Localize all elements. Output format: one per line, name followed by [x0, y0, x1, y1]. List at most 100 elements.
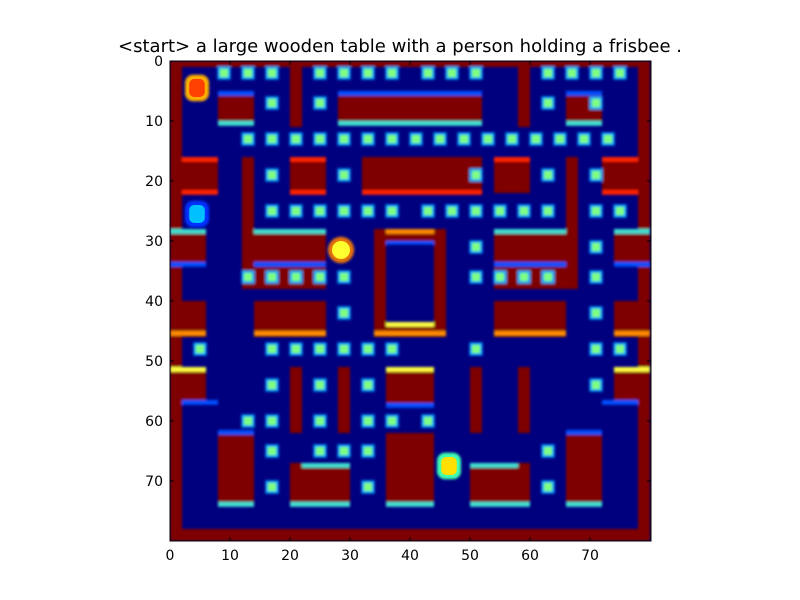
maze-wall — [182, 529, 638, 541]
pellet — [471, 68, 481, 78]
pellet — [519, 206, 529, 216]
pellet — [483, 134, 493, 144]
wall-edge — [170, 262, 206, 267]
maze-wall — [614, 367, 650, 403]
pellet — [579, 134, 589, 144]
wall-edge — [362, 190, 482, 195]
wall-edge — [386, 229, 434, 234]
y-tick-label: 10 — [145, 114, 163, 130]
pellet — [339, 308, 349, 318]
pellet — [423, 416, 433, 426]
pellet — [267, 446, 277, 456]
pellet — [315, 380, 325, 390]
pellet — [291, 344, 301, 354]
wall-edge — [494, 331, 566, 336]
wall-edge — [218, 430, 254, 435]
wall-edge — [566, 502, 602, 507]
y-axis: 0 10 20 30 40 50 60 70 — [145, 54, 651, 490]
wall-edge — [302, 463, 350, 468]
wall-edge — [386, 403, 434, 408]
pellet — [591, 272, 601, 282]
pellet — [291, 206, 301, 216]
wall-edge — [182, 400, 218, 405]
figure-title: <start> a large wooden table with a pers… — [118, 36, 682, 57]
pellet — [291, 134, 301, 144]
pellet — [339, 68, 349, 78]
maze-wall — [362, 157, 482, 193]
pellet — [243, 272, 253, 282]
pellet — [435, 134, 445, 144]
wall-edge — [218, 502, 254, 507]
wall-edge — [602, 400, 638, 405]
wall-edge — [470, 502, 530, 507]
pellet — [495, 272, 505, 282]
pellet — [267, 272, 277, 282]
maze-wall — [290, 61, 302, 127]
y-tick-label: 30 — [145, 234, 163, 250]
pellet — [423, 206, 433, 216]
wall-edge — [386, 322, 434, 327]
pellet — [591, 242, 601, 252]
pellet — [591, 380, 601, 390]
pellet — [267, 134, 277, 144]
maze-wall — [242, 157, 254, 289]
x-tick-label: 60 — [521, 548, 539, 564]
wall-edge — [170, 229, 206, 234]
maze-wall — [338, 91, 482, 121]
pellet — [363, 446, 373, 456]
y-tick-label: 70 — [145, 474, 163, 490]
pellet — [363, 482, 373, 492]
maze-wall — [386, 433, 434, 505]
pellet — [543, 206, 553, 216]
maze-wall — [494, 157, 530, 193]
pellet — [267, 482, 277, 492]
pellet — [387, 416, 397, 426]
pellet — [315, 206, 325, 216]
maze-wall — [470, 463, 530, 505]
pellet — [219, 68, 229, 78]
pellet — [471, 170, 481, 180]
pellet — [315, 134, 325, 144]
pellet — [195, 344, 205, 354]
maze-wall — [170, 367, 206, 403]
pellet — [339, 206, 349, 216]
pellet — [615, 344, 625, 354]
pellet — [363, 134, 373, 144]
maze-wall — [518, 61, 530, 127]
pellet — [243, 134, 253, 144]
pellet — [267, 380, 277, 390]
ghost — [441, 457, 457, 475]
wall-edge — [182, 157, 218, 162]
pellet — [363, 416, 373, 426]
maze-wall — [566, 433, 602, 505]
wall-edge — [614, 367, 650, 372]
pellet — [543, 272, 553, 282]
pellet — [471, 206, 481, 216]
pellet — [495, 206, 505, 216]
pellet — [291, 272, 301, 282]
y-tick-label: 60 — [145, 414, 163, 430]
maze-wall — [518, 367, 530, 433]
wall-edge — [386, 367, 434, 372]
pellet — [363, 344, 373, 354]
pellet — [447, 206, 457, 216]
maze-wall — [182, 157, 218, 193]
pellet — [339, 272, 349, 282]
wall-edge — [170, 367, 206, 372]
plot-area — [169, 60, 652, 542]
pellet — [315, 344, 325, 354]
pellet — [363, 206, 373, 216]
wall-edge — [566, 91, 602, 96]
pellet — [315, 416, 325, 426]
y-tick-label: 20 — [145, 174, 163, 190]
y-tick-label: 0 — [154, 54, 163, 70]
pellet — [543, 482, 553, 492]
y-tick-label: 40 — [145, 294, 163, 310]
maze-wall — [170, 229, 206, 265]
maze-wall — [338, 367, 350, 433]
pellet — [387, 68, 397, 78]
wall-edge — [494, 229, 566, 234]
pellet — [543, 446, 553, 456]
wall-edge — [614, 262, 650, 267]
